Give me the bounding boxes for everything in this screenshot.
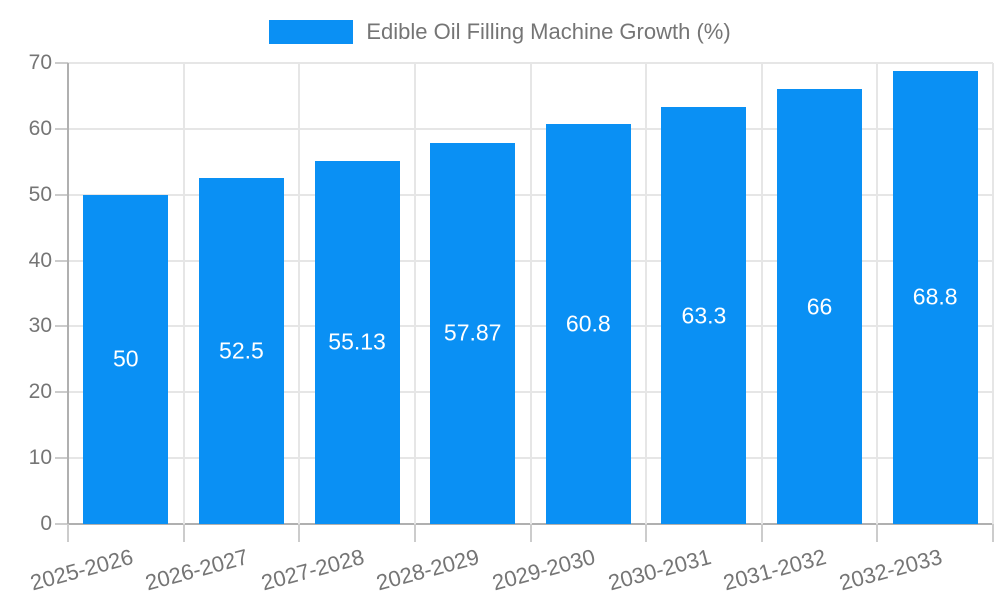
v-gridline bbox=[298, 63, 301, 524]
y-axis-tick bbox=[55, 259, 68, 262]
x-axis-tick bbox=[992, 524, 994, 542]
bar bbox=[83, 194, 169, 524]
y-tick-label: 20 bbox=[28, 380, 52, 404]
bar-value-label: 52.5 bbox=[219, 337, 264, 364]
v-gridline bbox=[413, 63, 416, 524]
y-tick-label: 70 bbox=[28, 51, 52, 74]
bar bbox=[198, 178, 284, 524]
bar bbox=[545, 123, 631, 524]
legend[interactable]: Edible Oil Filling Machine Growth (%) bbox=[0, 19, 1000, 45]
legend-label: Edible Oil Filling Machine Growth (%) bbox=[366, 19, 731, 44]
x-tick-label: 2029-2030 bbox=[489, 544, 598, 596]
legend-swatch bbox=[269, 20, 354, 44]
v-gridline bbox=[992, 63, 994, 524]
y-axis-tick bbox=[55, 127, 68, 130]
x-tick-label: 2028-2029 bbox=[374, 544, 483, 596]
x-tick-label: 2032-2033 bbox=[836, 544, 945, 596]
x-axis-tick bbox=[645, 524, 648, 542]
bar bbox=[777, 89, 863, 524]
bar-value-label: 63.3 bbox=[681, 302, 727, 329]
bar bbox=[892, 70, 978, 524]
y-tick-label: 40 bbox=[28, 248, 52, 272]
bar bbox=[314, 160, 400, 524]
v-gridline bbox=[876, 63, 879, 524]
x-axis-tick bbox=[67, 524, 69, 542]
y-axis-tick bbox=[55, 62, 68, 64]
x-axis-tick bbox=[760, 524, 763, 542]
y-axis-line bbox=[67, 63, 69, 524]
bar-value-label: 60.8 bbox=[565, 310, 611, 337]
v-gridline bbox=[182, 63, 185, 524]
v-gridline bbox=[529, 63, 532, 524]
bar-value-label: 57.87 bbox=[443, 319, 502, 346]
x-tick-label: 2026-2027 bbox=[142, 544, 251, 596]
y-tick-label: 0 bbox=[40, 512, 52, 535]
x-tick-label: 2031-2032 bbox=[720, 544, 830, 596]
x-axis-tick bbox=[182, 524, 185, 542]
y-tick-label: 50 bbox=[28, 182, 52, 206]
y-axis-tick bbox=[55, 457, 68, 460]
plot-area: 50 52.5 55.13 57.87 60.8 63.3 66 68.8 bbox=[55, 62, 994, 542]
x-tick-label: 2025-2026 bbox=[27, 544, 136, 596]
bar-value-label: 66 bbox=[806, 293, 833, 320]
x-axis-tick bbox=[529, 524, 532, 542]
bar bbox=[661, 107, 747, 524]
x-axis-tick bbox=[413, 524, 416, 542]
bar-value-label: 55.13 bbox=[328, 328, 386, 355]
v-gridline bbox=[760, 63, 763, 524]
y-tick-label: 10 bbox=[28, 446, 52, 470]
y-axis-tick bbox=[55, 391, 68, 394]
y-axis-tick bbox=[55, 523, 68, 525]
bar bbox=[430, 142, 516, 524]
x-axis-tick bbox=[298, 524, 301, 542]
x-axis-tick bbox=[876, 524, 879, 542]
v-gridline bbox=[645, 63, 648, 524]
y-tick-label: 30 bbox=[28, 314, 52, 338]
bar-value-label: 50 bbox=[113, 345, 139, 372]
bar-value-label: 68.8 bbox=[912, 283, 958, 310]
y-axis-tick bbox=[55, 193, 68, 196]
y-tick-label: 60 bbox=[28, 116, 52, 140]
x-tick-label: 2027-2028 bbox=[258, 544, 367, 596]
y-axis-tick bbox=[55, 325, 68, 328]
x-tick-label: 2030-2031 bbox=[605, 544, 714, 596]
